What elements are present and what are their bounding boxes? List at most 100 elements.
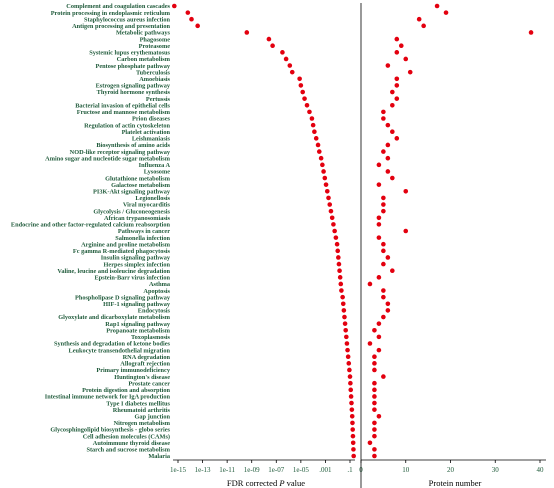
pathway-label: Allograft rejection <box>120 361 170 368</box>
protein-point <box>390 175 395 181</box>
protein-point <box>443 10 449 15</box>
protein-point <box>376 235 382 240</box>
pathway-label: Glyoxylate and dicarboxylate metabolism <box>58 314 171 321</box>
fdr-point <box>318 155 324 161</box>
protein-point <box>381 208 386 214</box>
protein-point <box>394 50 400 55</box>
pathway-label: PI3K-Akt signaling pathway <box>93 188 171 195</box>
pathway-label: Malaria <box>148 453 171 460</box>
protein-point <box>381 314 386 320</box>
fdr-point <box>315 142 321 148</box>
fdr-point <box>307 109 312 115</box>
fdr-point <box>347 374 353 379</box>
pathway-label: Phospholipase D signaling pathway <box>75 294 171 301</box>
fdr-point <box>312 129 317 135</box>
fdr-point <box>333 235 339 240</box>
fdr-point <box>336 255 341 260</box>
pathway-label: Pentose phosphate pathway <box>95 63 170 70</box>
protein-point <box>381 116 386 121</box>
protein-point <box>376 215 382 221</box>
fdr-point <box>340 301 346 307</box>
protein-point <box>421 23 426 29</box>
protein-point <box>390 129 395 135</box>
fdr-x-axis-title: FDR corrected P value <box>227 478 305 488</box>
protein-point <box>372 453 377 459</box>
pathway-label: Prion diseases <box>132 116 171 123</box>
pathway-label: Leishmaniasis <box>132 136 171 143</box>
fdr-point <box>323 182 329 187</box>
pathway-label: Viral myocarditis <box>123 202 171 209</box>
pathway-label: Regulation of actin cytoskeleton <box>84 122 170 129</box>
fdr-tick-label: 1e-07 <box>268 466 284 474</box>
pathway-label: Propanoate metabolism <box>106 327 170 334</box>
protein-point <box>376 321 382 326</box>
pathway-label: Intestinal immune network for IgA produc… <box>45 394 171 401</box>
protein-point <box>381 261 386 267</box>
fdr-point <box>344 334 349 340</box>
pathway-label: Protein processing in endoplasmic reticu… <box>51 10 171 17</box>
pathway-label: Systemic lupus erythematosus <box>89 50 170 57</box>
protein-point <box>372 433 377 439</box>
protein-point <box>381 195 386 201</box>
pathway-label: Galactose metabolism <box>111 182 171 189</box>
fdr-point <box>322 175 328 181</box>
fdr-point <box>335 248 341 254</box>
protein-point <box>394 136 400 141</box>
protein-point <box>381 294 386 300</box>
pathway-label: Phagosome <box>140 36 171 43</box>
fdr-point <box>189 16 194 22</box>
protein-point <box>394 76 400 82</box>
fdr-point <box>280 50 285 55</box>
pathway-label: Primary immunodeficiency <box>96 367 170 374</box>
pathway-label: Glycolysis / Gluconeogenesis <box>93 208 170 215</box>
protein-x-ticks: 0 10 20 30 40 <box>359 460 544 474</box>
protein-point <box>403 56 409 62</box>
protein-point <box>381 288 386 293</box>
pathway-label: Pathways in cancer <box>118 228 170 235</box>
fdr-point <box>195 23 200 29</box>
protein-point <box>381 248 386 254</box>
fdr-points <box>172 3 356 459</box>
fdr-point <box>334 241 340 247</box>
protein-point <box>385 155 391 161</box>
fdr-point <box>350 420 355 426</box>
protein-tick-label: 30 <box>492 466 500 474</box>
fdr-point <box>328 208 334 214</box>
fdr-point <box>287 63 293 68</box>
fdr-point <box>351 447 356 452</box>
pathway-labels: Complement and coagulation cascadesProte… <box>11 3 171 460</box>
fdr-tick-label: .001 <box>319 466 332 474</box>
protein-point <box>390 89 395 95</box>
protein-point <box>416 16 422 22</box>
pathway-label: Endocrine and other factor-regulated cal… <box>11 222 171 229</box>
fdr-point <box>244 30 250 35</box>
protein-point <box>390 102 395 108</box>
protein-point <box>394 83 400 88</box>
protein-tick-label: 20 <box>447 466 455 474</box>
protein-point <box>367 341 373 346</box>
pathway-label: Nitrogen metabolism <box>114 420 171 427</box>
fdr-point <box>327 202 333 207</box>
protein-point <box>372 400 377 406</box>
fdr-point <box>350 433 356 439</box>
fdr-point <box>339 288 344 293</box>
fdr-point <box>350 440 356 446</box>
pathway-label: Salmonella infection <box>115 235 170 242</box>
fdr-point <box>326 195 331 201</box>
protein-point <box>385 63 391 68</box>
fdr-point <box>185 10 191 15</box>
fdr-point <box>329 215 335 221</box>
fdr-tick-label: .1 <box>347 466 353 474</box>
protein-point <box>394 96 400 101</box>
protein-point <box>398 43 404 49</box>
pathway-label: Legionellosis <box>135 195 170 202</box>
pathway-label: Insulin signaling pathway <box>101 255 171 262</box>
protein-point <box>385 122 391 128</box>
protein-point <box>372 394 377 399</box>
pathway-label: Complement and coagulation cascades <box>66 3 170 10</box>
protein-point <box>372 367 377 373</box>
pathway-label: Autoimmune thyroid disease <box>93 440 170 447</box>
protein-point <box>376 182 382 187</box>
pathway-label: RNA degradation <box>123 354 171 361</box>
